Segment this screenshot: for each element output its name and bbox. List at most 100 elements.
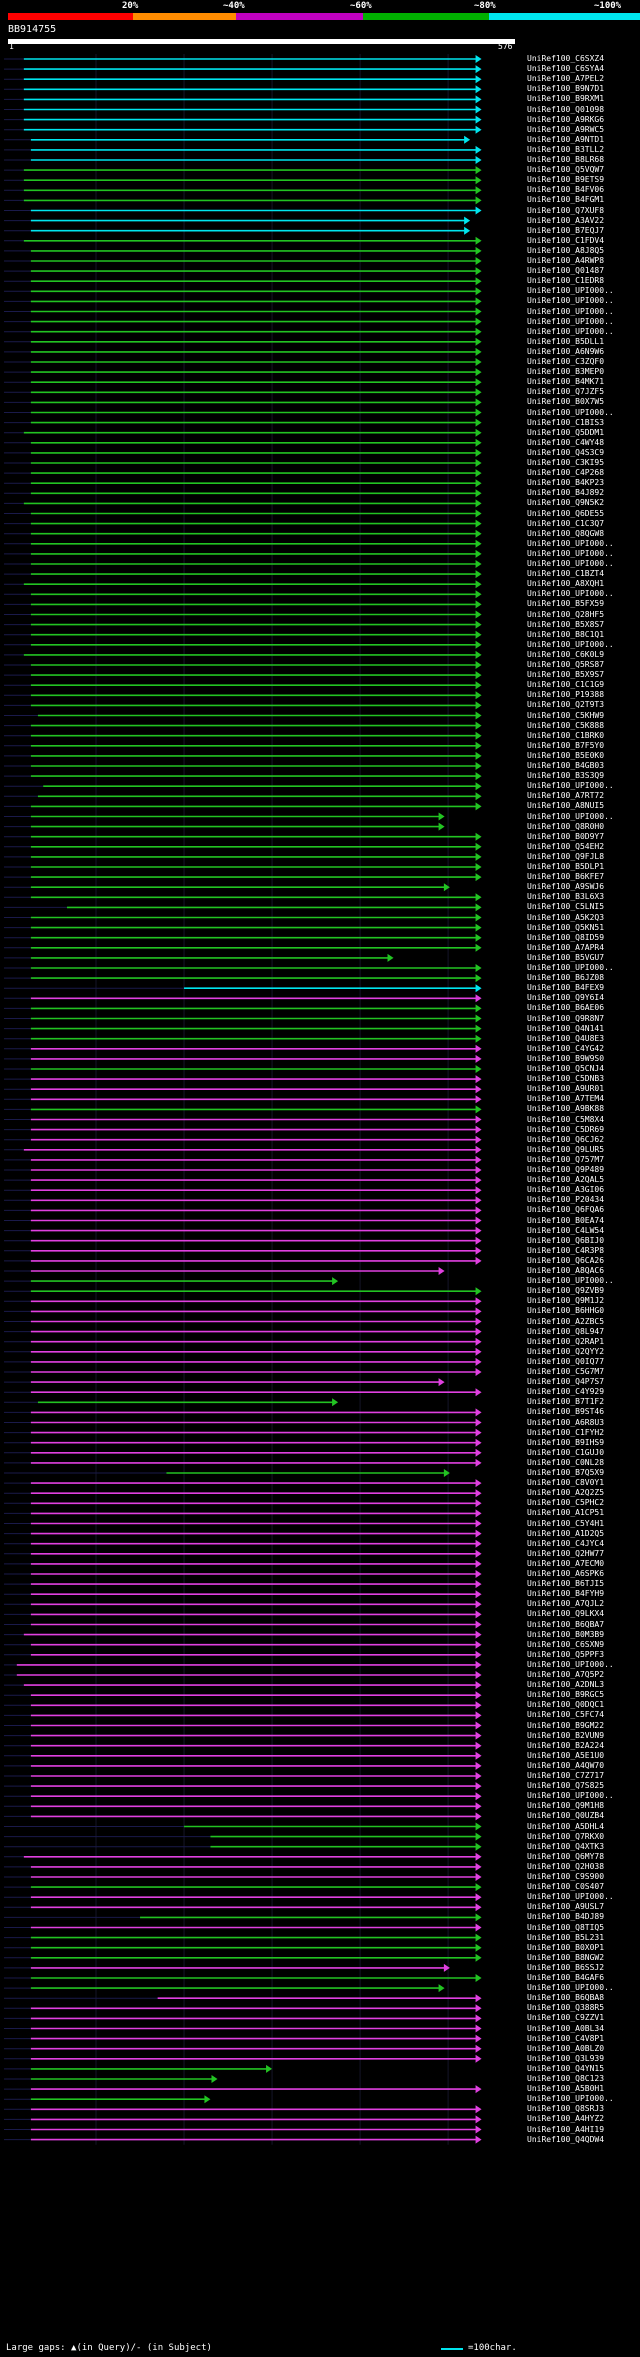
hit-label[interactable]: UniRef100_C6SYA4	[527, 64, 605, 74]
hit-label[interactable]: UniRef100_A6N9W6	[527, 346, 605, 356]
hit-label[interactable]: UniRef100_B5FX59	[527, 599, 605, 609]
hit-label[interactable]: UniRef100_Q01487	[527, 266, 605, 276]
hit-label[interactable]: UniRef100_B0M3B9	[527, 1629, 605, 1639]
hit-label[interactable]: UniRef100_B9RXM1	[527, 94, 605, 104]
hit-label[interactable]: UniRef100_B7EQJ7	[527, 225, 605, 235]
hit-label[interactable]: UniRef100_A2DNL3	[527, 1680, 605, 1690]
hit-label[interactable]: UniRef100_B6AE06	[527, 1003, 605, 1013]
hit-label[interactable]: UniRef100_A5K2Q3	[527, 912, 605, 922]
hit-label[interactable]: UniRef100_B5DLL1	[527, 336, 605, 346]
hit-label[interactable]: UniRef100_C4R3P8	[527, 1245, 605, 1255]
hit-label[interactable]: UniRef100_B9RGC5	[527, 1690, 605, 1700]
hit-label[interactable]: UniRef100_Q54EH2	[527, 841, 605, 851]
hit-label[interactable]: UniRef100_Q7RKX0	[527, 1831, 605, 1841]
hit-label[interactable]: UniRef100_Q6CJ62	[527, 1134, 605, 1144]
hit-label[interactable]: UniRef100_C4YG42	[527, 1043, 605, 1053]
hit-label[interactable]: UniRef100_B0EA74	[527, 1215, 605, 1225]
hit-label[interactable]: UniRef100_B4GAF6	[527, 1973, 605, 1982]
hit-label[interactable]: UniRef100_A9UR01	[527, 1084, 605, 1094]
hit-label[interactable]: UniRef100_UPI000..	[527, 2094, 614, 2104]
hit-label[interactable]: UniRef100_A8QAC6	[527, 1266, 605, 1275]
hit-label[interactable]: UniRef100_A8XQH1	[527, 579, 605, 589]
hit-label[interactable]: UniRef100_C8V0Y1	[527, 1478, 605, 1488]
hit-label[interactable]: UniRef100_UPI000..	[527, 811, 614, 821]
hit-label[interactable]: UniRef100_UPI000..	[527, 781, 614, 791]
hit-label[interactable]: UniRef100_A1D2Q5	[527, 1528, 605, 1538]
hit-label[interactable]: UniRef100_UPI000..	[527, 589, 614, 599]
hit-label[interactable]: UniRef100_Q4XTK3	[527, 1841, 605, 1851]
hit-label[interactable]: UniRef100_B6SSJ2	[527, 1962, 605, 1972]
hit-label[interactable]: UniRef100_UPI000..	[527, 1276, 614, 1286]
hit-label[interactable]: UniRef100_C1BZT4	[527, 569, 605, 579]
hit-label[interactable]: UniRef100_Q4P7S7	[527, 1377, 605, 1387]
hit-label[interactable]: UniRef100_Q4S3C9	[527, 447, 605, 457]
hit-label[interactable]: UniRef100_B5X8S7	[527, 619, 605, 629]
hit-label[interactable]: UniRef100_B5L231	[527, 1932, 605, 1942]
hit-label[interactable]: UniRef100_Q8QGW8	[527, 528, 605, 538]
hit-label[interactable]: UniRef100_UPI000..	[527, 306, 614, 316]
hit-label[interactable]: UniRef100_C1BIS3	[527, 417, 605, 427]
hit-label[interactable]: UniRef100_Q9P489	[527, 1165, 605, 1174]
hit-label[interactable]: UniRef100_Q8ID59	[527, 932, 605, 942]
hit-label[interactable]: UniRef100_B3TLL2	[527, 144, 605, 154]
hit-label[interactable]: UniRef100_A0BL34	[527, 2023, 605, 2033]
hit-label[interactable]: UniRef100_A3GI06	[527, 1185, 605, 1195]
hit-label[interactable]: UniRef100_Q5CNJ4	[527, 1064, 605, 1073]
hit-label[interactable]: UniRef100_C6SXZ4	[527, 54, 605, 63]
hit-label[interactable]: UniRef100_B3S3Q9	[527, 771, 605, 781]
hit-label[interactable]: UniRef100_C7Z717	[527, 1771, 605, 1780]
hit-label[interactable]: UniRef100_A0BLZ0	[527, 2043, 605, 2053]
hit-label[interactable]: UniRef100_A9RWC5	[527, 124, 605, 134]
hit-label[interactable]: UniRef100_Q28HF5	[527, 609, 605, 619]
hit-label[interactable]: UniRef100_C1GUJ0	[527, 1447, 605, 1457]
hit-label[interactable]: UniRef100_A4QW70	[527, 1760, 605, 1770]
hit-label[interactable]: UniRef100_B7T1F2	[527, 1397, 605, 1407]
hit-label[interactable]: UniRef100_B6JZ08	[527, 973, 605, 983]
hit-label[interactable]: UniRef100_Q7XUF8	[527, 205, 605, 215]
hit-label[interactable]: UniRef100_C5Y4H1	[527, 1518, 605, 1528]
hit-label[interactable]: UniRef100_B4J892	[527, 488, 605, 498]
hit-label[interactable]: UniRef100_Q6DE55	[527, 508, 605, 518]
hit-label[interactable]: UniRef100_C0S407	[527, 1882, 605, 1892]
hit-label[interactable]: UniRef100_Q8R0H0	[527, 821, 605, 831]
hit-label[interactable]: UniRef100_A2Q2Z5	[527, 1488, 605, 1498]
hit-label[interactable]: UniRef100_B0X0P1	[527, 1942, 605, 1952]
hit-label[interactable]: UniRef100_C5LNI5	[527, 902, 605, 912]
hit-label[interactable]: UniRef100_A7TEM4	[527, 1094, 605, 1104]
hit-label[interactable]: UniRef100_B7Q5X9	[527, 1468, 605, 1477]
hit-label[interactable]: UniRef100_Q7JZF5	[527, 387, 605, 397]
hit-label[interactable]: UniRef100_B9IHS9	[527, 1437, 605, 1447]
hit-label[interactable]: UniRef100_A5B0H1	[527, 2084, 605, 2094]
hit-label[interactable]: UniRef100_A8J8Q5	[527, 245, 605, 255]
hit-label[interactable]: UniRef100_Q01098	[527, 104, 605, 114]
hit-label[interactable]: UniRef100_Q757M7	[527, 1154, 605, 1164]
hit-label[interactable]: UniRef100_A7PEL2	[527, 74, 605, 84]
hit-label[interactable]: UniRef100_C5FC74	[527, 1710, 605, 1720]
hit-label[interactable]: UniRef100_Q5VQW7	[527, 165, 605, 175]
hit-label[interactable]: UniRef100_Q6MY78	[527, 1851, 605, 1861]
hit-label[interactable]: UniRef100_A9SWJ6	[527, 882, 605, 892]
hit-label[interactable]: UniRef100_C1FYH2	[527, 1427, 605, 1437]
hit-label[interactable]: UniRef100_Q9M1J2	[527, 1296, 605, 1306]
hit-label[interactable]: UniRef100_C3ZQF0	[527, 357, 605, 366]
hit-label[interactable]: UniRef100_A8NUI5	[527, 801, 605, 811]
hit-label[interactable]: UniRef100_A6R8U3	[527, 1417, 605, 1427]
hit-label[interactable]: UniRef100_B5VGU7	[527, 952, 605, 962]
hit-label[interactable]: UniRef100_A4HI19	[527, 2124, 605, 2134]
hit-label[interactable]: UniRef100_B2A224	[527, 1740, 605, 1750]
hit-label[interactable]: UniRef100_UPI000..	[527, 407, 614, 417]
hit-label[interactable]: UniRef100_B2VUN9	[527, 1730, 605, 1740]
hit-label[interactable]: UniRef100_Q3L939	[527, 2053, 605, 2063]
hit-label[interactable]: UniRef100_Q9ZVB9	[527, 1286, 605, 1296]
hit-label[interactable]: UniRef100_B4KP23	[527, 478, 605, 488]
hit-label[interactable]: UniRef100_C6SXN9	[527, 1639, 605, 1649]
hit-label[interactable]: UniRef100_C1C3Q7	[527, 518, 605, 528]
hit-label[interactable]: UniRef100_B6TJI5	[527, 1579, 605, 1589]
hit-label[interactable]: UniRef100_C1EDR8	[527, 276, 605, 286]
hit-label[interactable]: UniRef100_A1CP51	[527, 1508, 605, 1518]
hit-label[interactable]: UniRef100_Q6FQA6	[527, 1205, 605, 1215]
hit-label[interactable]: UniRef100_A6SPK6	[527, 1569, 605, 1578]
hit-label[interactable]: UniRef100_B4DJ89	[527, 1912, 605, 1922]
hit-label[interactable]: UniRef100_Q2HW77	[527, 1548, 605, 1558]
hit-label[interactable]: UniRef100_B5X9S7	[527, 670, 605, 680]
